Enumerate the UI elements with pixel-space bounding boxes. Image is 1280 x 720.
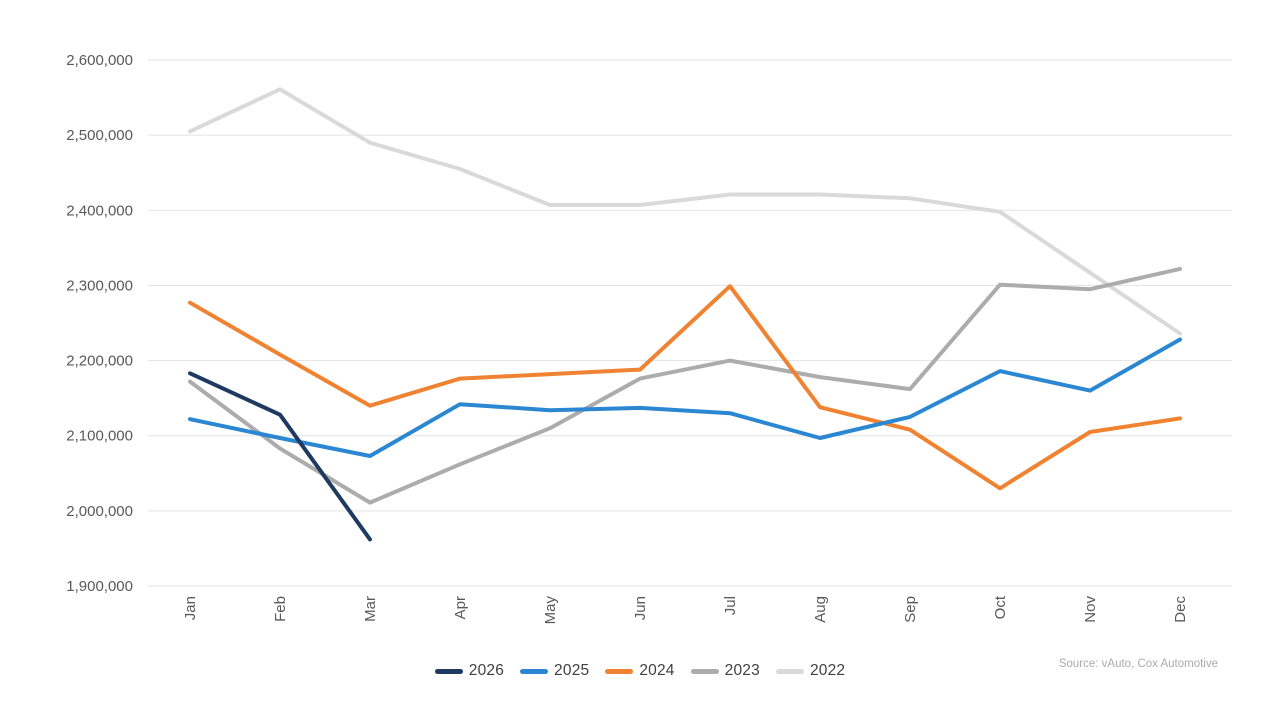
x-tick-label: Oct: [992, 595, 1009, 619]
y-tick-label: 2,600,000: [66, 52, 133, 69]
x-tick-label: Sep: [902, 596, 919, 623]
legend-item-2022: 2022: [775, 662, 846, 680]
legend-item-2023: 2023: [690, 662, 760, 680]
series-line-2025: [188, 337, 1182, 458]
legend-swatch-2023: [690, 668, 719, 674]
legend-item-2025: 2025: [520, 662, 589, 680]
x-tick-label: Mar: [362, 596, 379, 622]
y-tick-label: 2,500,000: [66, 127, 133, 144]
legend-swatch-2022: [775, 668, 804, 674]
legend: 2026 2025 2024 2023 2022: [0, 658, 1280, 684]
x-tick-label: Nov: [1082, 596, 1099, 623]
legend-item-2026: 2026: [434, 662, 505, 680]
y-tick-label: 2,100,000: [66, 428, 133, 445]
x-tick-label: Jun: [632, 596, 649, 620]
y-tick-label: 2,200,000: [66, 353, 133, 370]
series-line-2022: [188, 87, 1182, 336]
y-tick-label: 2,000,000: [66, 503, 133, 520]
y-tick-label: 1,900,000: [66, 578, 133, 595]
x-tick-label: Aug: [812, 596, 829, 623]
legend-swatch-2025: [520, 668, 549, 674]
y-tick-label: 2,300,000: [66, 277, 133, 294]
legend-label-2022: 2022: [809, 662, 846, 679]
chart-svg: 1,900,000 2,000,000 2,100,000 2,200,000 2,30…: [66, 52, 1232, 625]
x-tick-label: Jan: [182, 596, 199, 620]
legend-swatch-2026: [434, 668, 463, 674]
series-line-2023: [188, 266, 1182, 505]
series-line-2026: [188, 371, 372, 542]
chart-footer: 2026 2025 2024 2023 2022 Source: vAuto, Cox …: [0, 658, 1280, 698]
x-tick-label: Apr: [452, 596, 469, 619]
x-tick-label: Jul: [722, 596, 739, 615]
x-tick-label: Feb: [272, 596, 289, 622]
x-tick-label: May: [542, 596, 559, 625]
legend-label-2024: 2024: [639, 662, 675, 679]
legend-label-2025: 2025: [554, 662, 590, 679]
legend-label-2023: 2023: [724, 662, 760, 679]
x-tick-label: Dec: [1172, 596, 1189, 623]
line-chart: 1,900,000 2,000,000 2,100,000 2,200,000 2,30…: [66, 52, 1232, 625]
legend-label-2026: 2026: [468, 662, 505, 679]
series-line-2024: [188, 284, 1182, 491]
source-note: Source: vAuto, Cox Automotive: [1058, 658, 1218, 670]
legend-item-2024: 2024: [605, 662, 674, 680]
legend-swatch-2024: [605, 668, 634, 674]
y-tick-label: 2,400,000: [66, 202, 133, 219]
